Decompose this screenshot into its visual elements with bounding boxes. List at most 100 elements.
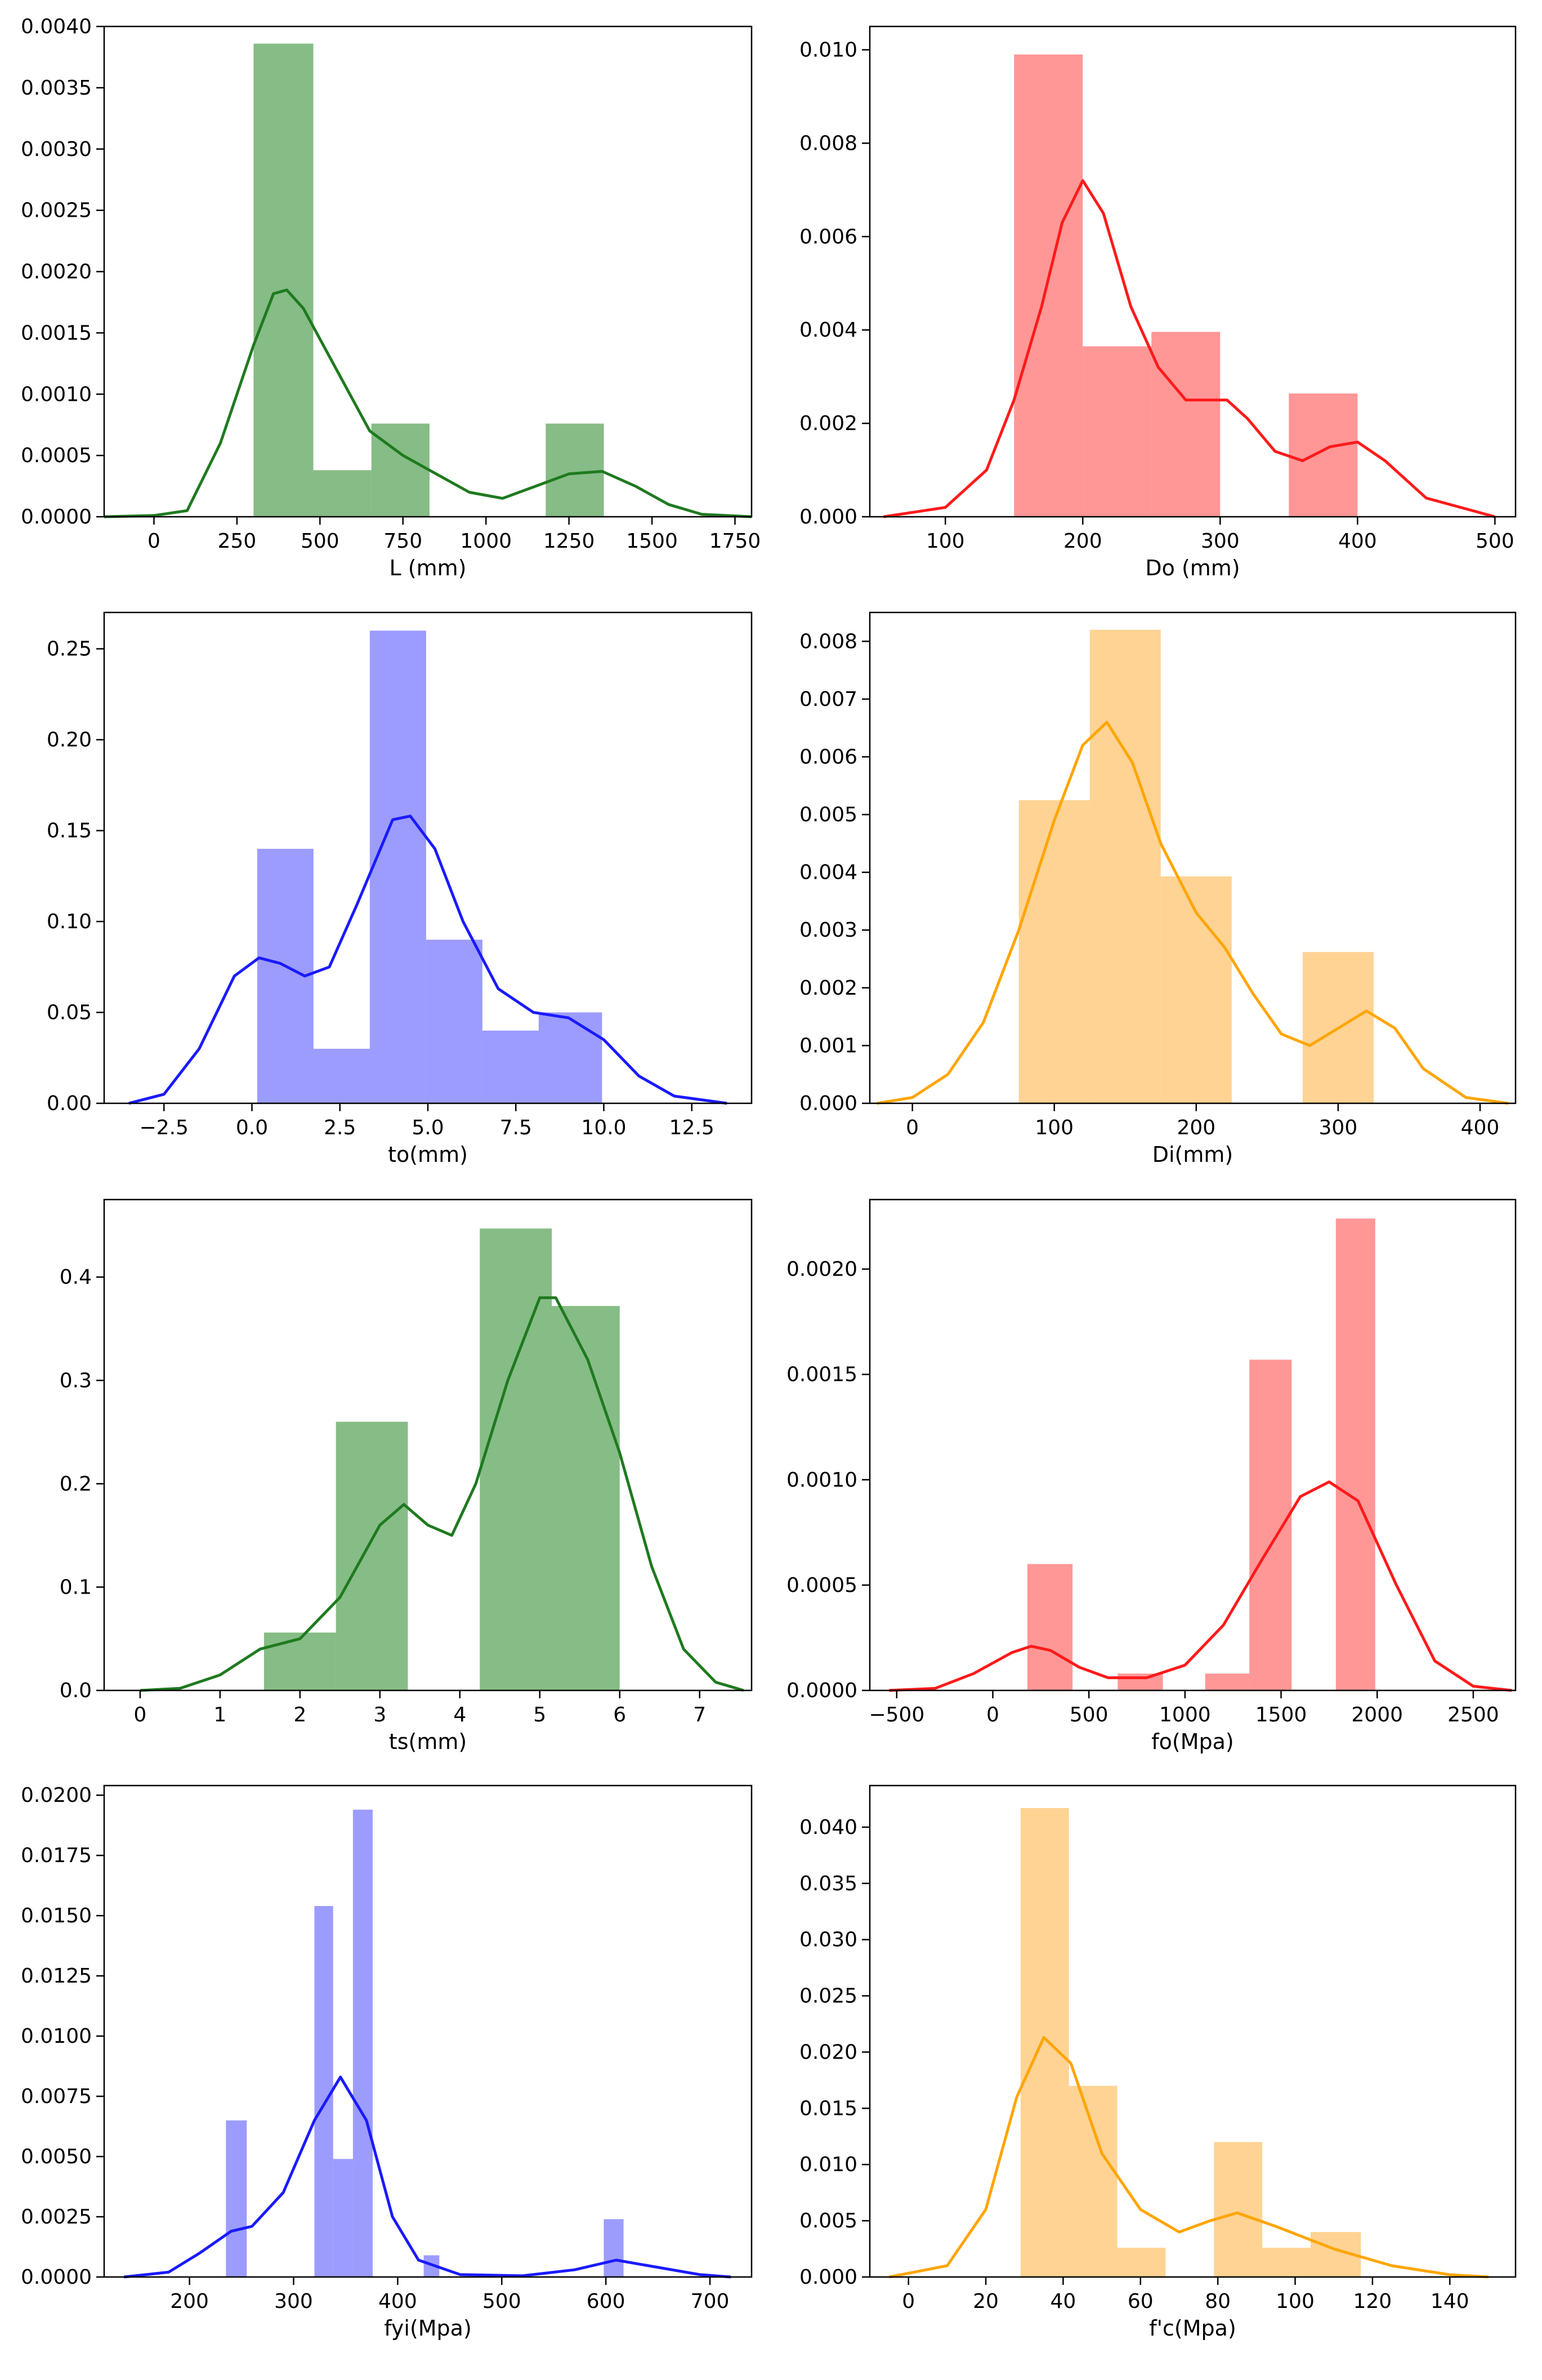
y-tick-label: 0.00 [47, 1092, 92, 1115]
chart-panel-4: 0 100 200 300 400 0.000 0.001 0.002 0.003 0.004 0.… [799, 611, 1517, 1167]
histogram-bar [1089, 629, 1161, 1103]
x-tick-label: 500 [301, 530, 339, 553]
y-tick-label: 0.05 [47, 1001, 92, 1025]
y-tick-label: 0.4 [60, 1266, 92, 1289]
y-tick-label: 0.0025 [21, 2205, 92, 2229]
x-axis-label: Do (mm) [1145, 556, 1240, 580]
chart-panel-3: −2.5 0.0 2.5 5.0 7.5 10.0 12.5 0.00 0.05 0.10 0.15… [47, 611, 753, 1167]
y-tick-label: 0.0015 [21, 321, 92, 345]
x-tick-label: 500 [1476, 530, 1514, 553]
x-tick-label: 40 [1051, 2290, 1076, 2313]
y-tick-label: 0.003 [799, 919, 857, 942]
y-tick-label: 0.025 [799, 1985, 857, 2008]
x-tick-label: 7.5 [500, 1116, 532, 1139]
plot-frame [869, 1784, 1517, 2278]
chart-panel-5: 0 1 2 3 4 5 6 7 0.0 0.1 0.2 0.3 0.4 ts(mm) [60, 1198, 753, 1754]
y-tick-label: 0.0050 [21, 2145, 92, 2168]
x-tick-label: 1250 [543, 530, 595, 553]
y-tick-label: 0.0000 [21, 505, 92, 529]
y-tick-label: 0.010 [799, 38, 857, 61]
x-tick-label: 2500 [1447, 1703, 1499, 1726]
histogram-bar [426, 940, 482, 1103]
y-tick-label: 0.0125 [21, 1965, 92, 1988]
x-tick-label: 5 [533, 1703, 546, 1726]
y-tick-label: 0.0075 [21, 2085, 92, 2108]
y-tick-label: 0.3 [60, 1369, 92, 1392]
y-tick-label: 0.0005 [786, 1574, 857, 1597]
x-tick-label: 0 [902, 2290, 915, 2313]
plot-frame [869, 25, 1517, 518]
y-tick-label: 0.0010 [786, 1469, 857, 1492]
histogram-bar [1249, 1359, 1292, 1690]
histogram-bar [1214, 2142, 1263, 2277]
histogram-bar [1262, 2248, 1311, 2277]
x-tick-label: 100 [1276, 2290, 1315, 2313]
histogram-bar [352, 1809, 373, 2277]
y-tick-label: 0.000 [799, 2266, 857, 2289]
histogram-bar [482, 1030, 539, 1103]
y-tick-label: 0.0020 [786, 1258, 857, 1281]
plot-frame [103, 1784, 753, 2278]
x-tick-label: 0 [148, 530, 160, 553]
histogram-bar [313, 470, 372, 517]
histogram-bar [1335, 1218, 1375, 1690]
x-tick-label: 400 [378, 2290, 417, 2313]
chart-panel-1: 0 250 500 750 1000 1250 1500 1750 0.0000 0.0005 0.… [21, 15, 761, 580]
histogram-bar [480, 1228, 552, 1690]
x-tick-label: 1500 [1255, 1703, 1307, 1726]
x-tick-label: 400 [1338, 530, 1377, 553]
x-tick-label: 1000 [460, 530, 512, 553]
x-tick-label: 3 [373, 1703, 386, 1726]
x-tick-label: 2 [293, 1703, 306, 1726]
x-axis-label: ts(mm) [389, 1729, 467, 1754]
y-tick-label: 0.008 [799, 630, 857, 653]
chart-panel-2: 100 200 300 400 500 0.000 0.002 0.004 0.006 0.008… [799, 25, 1517, 580]
x-axis-label: f'c(Mpa) [1149, 2316, 1236, 2341]
y-tick-label: 0.005 [799, 2209, 857, 2233]
y-tick-label: 0.0030 [21, 138, 92, 161]
y-tick-label: 0.20 [47, 728, 92, 751]
histogram-bar [546, 423, 604, 517]
y-tick-label: 0.2 [60, 1473, 92, 1496]
y-tick-label: 0.010 [799, 2153, 857, 2176]
x-tick-label: 10.0 [581, 1116, 626, 1139]
y-tick-label: 0.005 [799, 803, 857, 826]
y-tick-label: 0.008 [799, 132, 857, 155]
x-tick-label: 200 [1063, 530, 1102, 553]
y-tick-label: 0.0 [60, 1679, 92, 1702]
y-tick-label: 0.0015 [786, 1363, 857, 1386]
x-tick-label: 300 [1319, 1116, 1358, 1139]
histogram-bar [1289, 393, 1358, 517]
y-tick-label: 0.10 [47, 910, 92, 933]
x-tick-label: 300 [274, 2290, 313, 2313]
x-tick-label: 500 [482, 2290, 521, 2313]
y-tick-label: 0.0020 [21, 261, 92, 284]
y-tick-label: 0.0100 [21, 2025, 92, 2048]
y-tick-label: 0.0150 [21, 1904, 92, 1927]
x-tick-label: 2000 [1351, 1703, 1403, 1726]
histogram-bar [1018, 800, 1090, 1103]
y-tick-label: 0.007 [799, 688, 857, 711]
histogram-bar [1014, 54, 1083, 517]
histogram-bar [263, 1632, 336, 1690]
x-tick-label: 120 [1353, 2290, 1392, 2313]
kde-line [128, 815, 727, 1105]
histogram-bar [1027, 1564, 1073, 1690]
y-tick-label: 0.020 [799, 2041, 857, 2064]
kde-line [888, 2036, 1489, 2279]
x-tick-label: 0 [906, 1116, 919, 1139]
histogram-bar [1205, 1674, 1250, 1690]
y-tick-label: 0.004 [799, 861, 857, 884]
histogram-bar [1117, 2248, 1166, 2277]
x-tick-label: 200 [1177, 1116, 1215, 1139]
y-tick-label: 0.001 [799, 1034, 857, 1057]
x-tick-label: −500 [869, 1703, 924, 1726]
x-tick-label: 100 [1035, 1116, 1074, 1139]
y-tick-label: 0.0040 [21, 15, 92, 38]
y-tick-label: 0.000 [799, 505, 857, 529]
y-tick-label: 0.015 [799, 2097, 857, 2120]
chart-panel-8: 0 20 40 60 80 100 120 140 0.000 0.005 0.010 0.015 0.… [799, 1784, 1517, 2341]
histogram-bar [336, 1421, 408, 1690]
x-tick-label: 60 [1128, 2290, 1154, 2313]
x-axis-label: fyi(Mpa) [384, 2316, 472, 2341]
